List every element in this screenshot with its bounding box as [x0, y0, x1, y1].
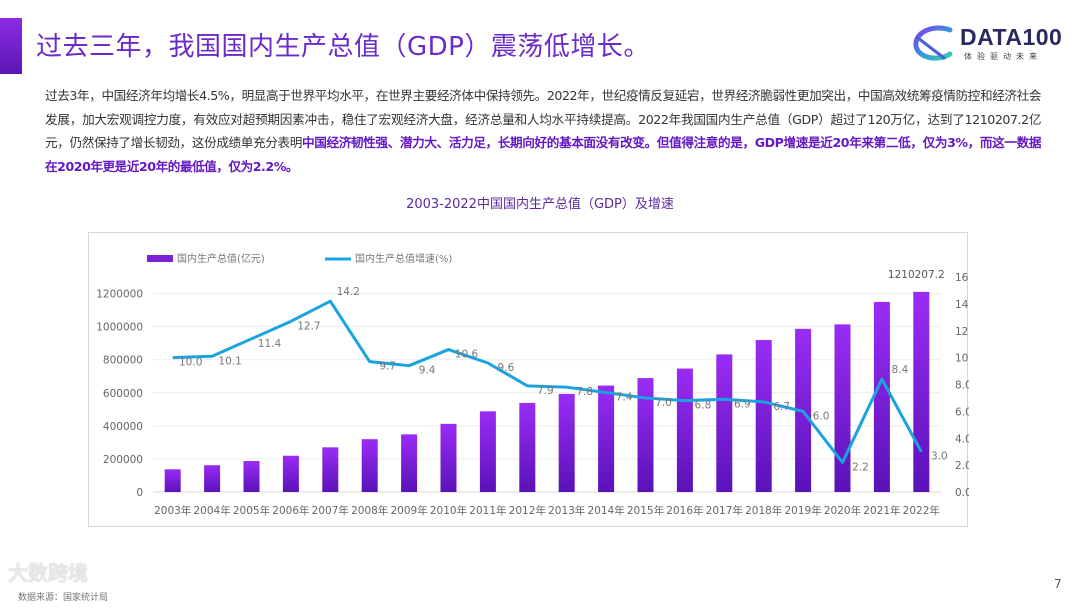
gdp-bar [637, 378, 654, 492]
gdp-bar [755, 339, 772, 492]
line-data-label: 3.0 [931, 451, 948, 463]
x-axis-label: 2007年 [312, 504, 349, 517]
x-axis-label: 2013年 [548, 504, 585, 517]
gdp-bar [243, 461, 260, 492]
legend-line-label: 国内生产总值增速(%) [355, 252, 452, 265]
line-data-label: 8.4 [892, 364, 909, 376]
x-axis-label: 2004年 [193, 504, 230, 517]
legend-bar-label: 国内生产总值(亿元) [177, 252, 265, 265]
x-axis-label: 2014年 [587, 504, 624, 517]
line-data-label: 7.0 [655, 397, 672, 409]
x-axis-label: 2012年 [509, 504, 546, 517]
logo-text: DATA100 [960, 24, 1063, 50]
line-data-label: 10.1 [218, 355, 241, 367]
x-axis-label: 2005年 [233, 504, 270, 517]
right-axis-tick: 0.0 [955, 487, 969, 499]
line-data-label: 9.7 [379, 361, 396, 373]
line-data-label: 7.9 [537, 385, 554, 397]
line-data-label: 11.4 [258, 338, 282, 350]
line-data-label: 10.0 [179, 357, 202, 369]
line-data-label: 7.4 [616, 392, 633, 404]
line-data-label: 10.6 [455, 349, 479, 361]
watermark: 大数跨境 [8, 561, 88, 585]
x-axis-label: 2021年 [863, 504, 900, 517]
x-axis-label: 2009年 [390, 504, 427, 517]
line-data-label: 6.7 [773, 401, 790, 413]
left-axis-tick: 0 [136, 487, 143, 499]
line-data-label: 9.6 [498, 362, 515, 374]
gdp-bar [676, 368, 693, 492]
x-axis-label: 2020年 [824, 504, 861, 517]
right-axis-tick: 6.0 [955, 406, 969, 418]
right-axis-tick: 14.0 [955, 299, 969, 311]
gdp-bar [873, 301, 890, 492]
x-axis-label: 2018年 [745, 504, 782, 517]
bar-data-label: 1210207.2 [888, 269, 945, 281]
growth-line [172, 299, 923, 464]
x-axis-label: 2010年 [430, 504, 467, 517]
left-axis-tick: 1200000 [96, 289, 143, 301]
gdp-bar [479, 411, 496, 492]
gdp-bar [322, 447, 339, 492]
left-axis-tick: 200000 [103, 454, 143, 466]
data-source: 数据来源：国家统计局 [18, 593, 109, 603]
gdp-bar [519, 402, 536, 492]
gdp-bar [716, 354, 733, 492]
page-number: 7 [1054, 577, 1062, 591]
line-data-label: 14.2 [337, 286, 360, 298]
gdp-chart: 0 200000 400000 600000 800000 1000000 1200000 0… [88, 232, 969, 527]
x-axis-label: 2011年 [469, 504, 506, 517]
summary-text: 过去3年，中国经济年均增长4.5%，明显高于世界平均水平，在世界主要经济体中保持… [45, 88, 1041, 150]
gdp-bar [401, 434, 418, 492]
line-data-label: 7.8 [576, 386, 593, 398]
legend-bar-swatch [147, 255, 173, 262]
right-axis-tick: 16.0 [955, 272, 969, 284]
title-accent-bar [0, 18, 22, 74]
right-axis-tick: 8.0 [955, 380, 969, 392]
x-axis-label: 2006年 [272, 504, 309, 517]
left-axis-tick: 800000 [103, 355, 143, 367]
right-axis-tick: 4.0 [955, 433, 969, 445]
summary-highlight: 中国经济韧性强、潜力大、活力足，长期向好的基本面没有改变。但值得注意的是，GDP… [45, 135, 1041, 174]
line-data-label: 12.7 [297, 320, 320, 332]
gdp-bar [834, 324, 851, 492]
left-axis-tick: 1000000 [96, 322, 143, 334]
gdp-bar [282, 455, 299, 492]
x-axis-label: 2015年 [627, 504, 664, 517]
x-axis-label: 2017年 [706, 504, 743, 517]
gdp-chart-svg: 0 200000 400000 600000 800000 1000000 1200000 0… [96, 252, 969, 517]
gdp-bar [558, 393, 575, 492]
data100-logo: DATA100 体验驱动未来 [910, 24, 1062, 64]
x-axis-label: 2003年 [154, 504, 191, 517]
x-axis-label: 2022年 [903, 504, 940, 517]
line-data-label: 6.8 [695, 400, 712, 412]
line-data-label: 6.9 [734, 398, 751, 410]
x-axis-label: 2008年 [351, 504, 388, 517]
left-axis-tick: 600000 [103, 388, 143, 400]
gdp-bar [598, 385, 615, 492]
line-data-label: 2.2 [852, 461, 869, 473]
right-axis-tick: 10.0 [955, 353, 969, 365]
gdp-bar [204, 465, 221, 492]
logo-swirl-icon [913, 25, 953, 61]
line-data-label: 6.0 [813, 410, 830, 422]
gdp-bar [361, 439, 378, 492]
gdp-bar [913, 291, 930, 492]
line-data-label: 9.4 [419, 365, 436, 377]
left-axis-tick: 400000 [103, 421, 143, 433]
logo-subtitle: 体验驱动未来 [964, 52, 1042, 61]
right-axis-tick: 12.0 [955, 326, 969, 338]
summary-paragraph: 过去3年，中国经济年均增长4.5%，明显高于世界平均水平，在世界主要经济体中保持… [45, 84, 1041, 178]
gdp-bar [440, 423, 457, 492]
x-axis-label: 2016年 [666, 504, 703, 517]
page-title: 过去三年，我国国内生产总值（GDP）震荡低增长。 [36, 32, 650, 62]
gdp-bar [164, 469, 181, 492]
chart-title: 2003-2022中国国内生产总值（GDP）及增速 [406, 197, 674, 212]
right-axis-tick: 2.0 [955, 460, 969, 472]
x-axis-label: 2019年 [784, 504, 821, 517]
